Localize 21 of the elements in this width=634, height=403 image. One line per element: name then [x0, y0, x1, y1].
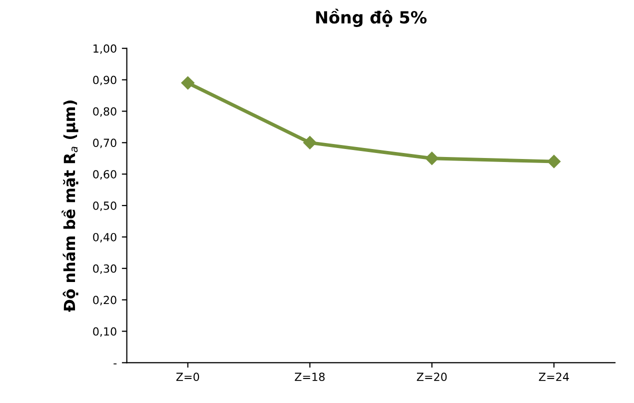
chart-title: Nồng độ 5%	[316, 8, 427, 27]
x-tick-label: Z=18	[294, 372, 325, 382]
x-tick-label: Z=24	[538, 372, 569, 381]
y-tick-label: 0,90	[93, 76, 116, 86]
y-tick-label: -	[114, 363, 117, 364]
y-tick-label: 0,50	[93, 202, 116, 212]
x-tick-label: Z=0	[176, 372, 200, 382]
y-tick-label: 1,00	[94, 44, 116, 54]
point	[425, 152, 438, 165]
y-tick-label: 0,30	[93, 264, 116, 274]
point	[181, 76, 194, 90]
y-tick-label: 0,60	[93, 170, 116, 180]
point	[303, 136, 316, 150]
y-tick-label: 0,20	[93, 296, 116, 306]
y-tick-label: 0,40	[93, 232, 116, 242]
y-tick-label: 0,10	[93, 327, 116, 337]
y-tick-label: 0,70	[93, 138, 116, 148]
x-tick-label: Z=20	[416, 372, 447, 382]
y-axis-title: Độ nhám bề mặt R$_{a}$ (μm)	[62, 100, 78, 312]
y-tick-label: 0,80	[93, 107, 116, 117]
point	[547, 154, 561, 168]
